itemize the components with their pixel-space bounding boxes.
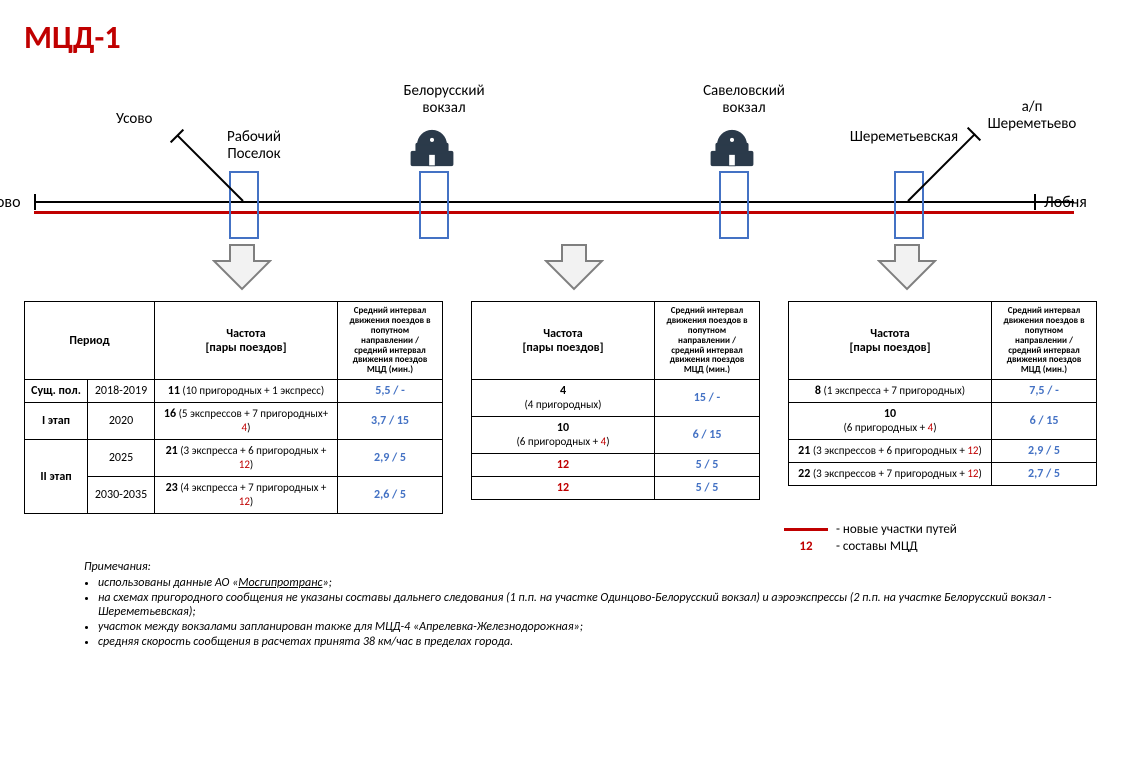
freq-table: ПериодЧастота[пары поездов]Средний интер…	[24, 301, 443, 514]
table-row: 125 / 5	[472, 454, 760, 477]
legend-num-label: - составы МЦД	[836, 539, 918, 554]
phase-cell: II этап	[25, 440, 88, 514]
table-row: 4(4 пригородных)15 / -	[472, 380, 760, 417]
interval-cell: 5 / 5	[655, 477, 760, 500]
station-label-rabochiy: РабочийПоселок	[194, 129, 314, 164]
freq-cell: 10(6 пригородных + 4)	[472, 417, 655, 454]
year-cell: 2030-2035	[88, 477, 155, 514]
freq-cell: 21 (3 экспресса + 6 пригородных + 12)	[155, 440, 338, 477]
note-item: средняя скорость сообщения в расчетах пр…	[98, 635, 1064, 649]
terminus-left: Одинцово	[0, 193, 21, 212]
th-interval: Средний интервал движения поездов в попу…	[992, 302, 1097, 380]
notes-list: использованы данные АО «Мосгипротранс»;н…	[98, 576, 1064, 649]
phase-cell: Сущ. пол.	[25, 380, 88, 403]
legend-line-swatch	[784, 528, 828, 531]
freq-cell: 8 (1 экспресса + 7 пригородных)	[789, 380, 992, 403]
tick-right	[1034, 194, 1036, 210]
freq-cell: 23 (4 экспресса + 7 пригородных + 12)	[155, 477, 338, 514]
interval-cell: 2,9 / 5	[338, 440, 443, 477]
freq-cell: 10(6 пригородных + 4)	[789, 403, 992, 440]
th-interval: Средний интервал движения поездов в попу…	[338, 302, 443, 380]
freq-cell: 21 (3 экспрессов + 6 пригородных + 12)	[789, 440, 992, 463]
station-label-belorus: Белорусскийвокзал	[384, 83, 504, 118]
freq-cell: 22 (3 экспрессов + 7 пригородных + 12)	[789, 463, 992, 486]
freq-cell: 12	[472, 454, 655, 477]
page-title: МЦД-1	[24, 18, 1116, 57]
down-arrow-icon	[877, 243, 937, 291]
down-arrow-icon	[544, 243, 604, 291]
legend: - новые участки путей 12 - составы МЦД	[784, 522, 1116, 554]
year-cell: 2018-2019	[88, 380, 155, 403]
legend-line-label: - новые участки путей	[836, 522, 957, 537]
station-box-sherem	[894, 171, 924, 239]
station-label-savel: Савеловскийвокзал	[684, 83, 804, 118]
table-row: Сущ. пол.2018-201911 (10 пригородных + 1…	[25, 380, 443, 403]
tables-row: ПериодЧастота[пары поездов]Средний интер…	[24, 301, 1116, 514]
down-arrow-icon	[212, 243, 272, 291]
interval-cell: 6 / 15	[992, 403, 1097, 440]
interval-cell: 5,5 / -	[338, 380, 443, 403]
spur-label: Усово	[116, 111, 236, 128]
freq-cell: 12	[472, 477, 655, 500]
note-item: использованы данные АО «Мосгипротранс»;	[98, 576, 1064, 590]
terminus-right: Лобня	[1044, 193, 1087, 212]
route-diagram: ОдинцовоЛобняРабочийПоселокБелорусскийво…	[24, 63, 1084, 253]
th-freq: Частота[пары поездов]	[472, 302, 655, 380]
th-interval: Средний интервал движения поездов в попу…	[655, 302, 760, 380]
station-box-rabochiy	[229, 171, 259, 239]
freq-cell: 11 (10 пригородных + 1 экспресс)	[155, 380, 338, 403]
interval-cell: 2,9 / 5	[992, 440, 1097, 463]
station-box-belorus	[419, 171, 449, 239]
table-row: I этап202016 (5 экспрессов + 7 пригородн…	[25, 403, 443, 440]
table-row: 2030-203523 (4 экспресса + 7 пригородных…	[25, 477, 443, 514]
station-building-icon	[406, 127, 458, 169]
table-row: 10(6 пригородных + 4)6 / 15	[472, 417, 760, 454]
table-row: 22 (3 экспрессов + 7 пригородных + 12)2,…	[789, 463, 1097, 486]
station-label-sherem: Шереметьевская	[844, 129, 964, 146]
interval-cell: 6 / 15	[655, 417, 760, 454]
interval-cell: 2,6 / 5	[338, 477, 443, 514]
notes-header: Примечания:	[84, 560, 1064, 574]
station-box-savel	[719, 171, 749, 239]
note-item: на схемах пригородного сообщения не указ…	[98, 591, 1064, 619]
table-row: II этап202521 (3 экспресса + 6 пригородн…	[25, 440, 443, 477]
table-row: 10(6 пригородных + 4)6 / 15	[789, 403, 1097, 440]
legend-num-swatch: 12	[784, 539, 828, 554]
tick-left	[34, 194, 36, 210]
th-freq: Частота[пары поездов]	[155, 302, 338, 380]
spur-label: а/пШереметьево	[972, 99, 1092, 134]
note-item: участок между вокзалами запланирован так…	[98, 620, 1064, 634]
station-building-icon	[706, 127, 758, 169]
table-row: 8 (1 экспресса + 7 пригородных)7,5 / -	[789, 380, 1097, 403]
table-row: 21 (3 экспрессов + 6 пригородных + 12)2,…	[789, 440, 1097, 463]
th-freq: Частота[пары поездов]	[789, 302, 992, 380]
phase-cell: I этап	[25, 403, 88, 440]
year-cell: 2025	[88, 440, 155, 477]
year-cell: 2020	[88, 403, 155, 440]
interval-cell: 2,7 / 5	[992, 463, 1097, 486]
interval-cell: 3,7 / 15	[338, 403, 443, 440]
freq-table: Частота[пары поездов]Средний интервал дв…	[471, 301, 760, 500]
table-row: 125 / 5	[472, 477, 760, 500]
interval-cell: 5 / 5	[655, 454, 760, 477]
th-period: Период	[25, 302, 155, 380]
notes: Примечания: использованы данные АО «Мосг…	[84, 560, 1064, 649]
freq-cell: 16 (5 экспрессов + 7 пригородных+ 4)	[155, 403, 338, 440]
freq-cell: 4(4 пригородных)	[472, 380, 655, 417]
freq-table: Частота[пары поездов]Средний интервал дв…	[788, 301, 1097, 486]
interval-cell: 15 / -	[655, 380, 760, 417]
interval-cell: 7,5 / -	[992, 380, 1097, 403]
